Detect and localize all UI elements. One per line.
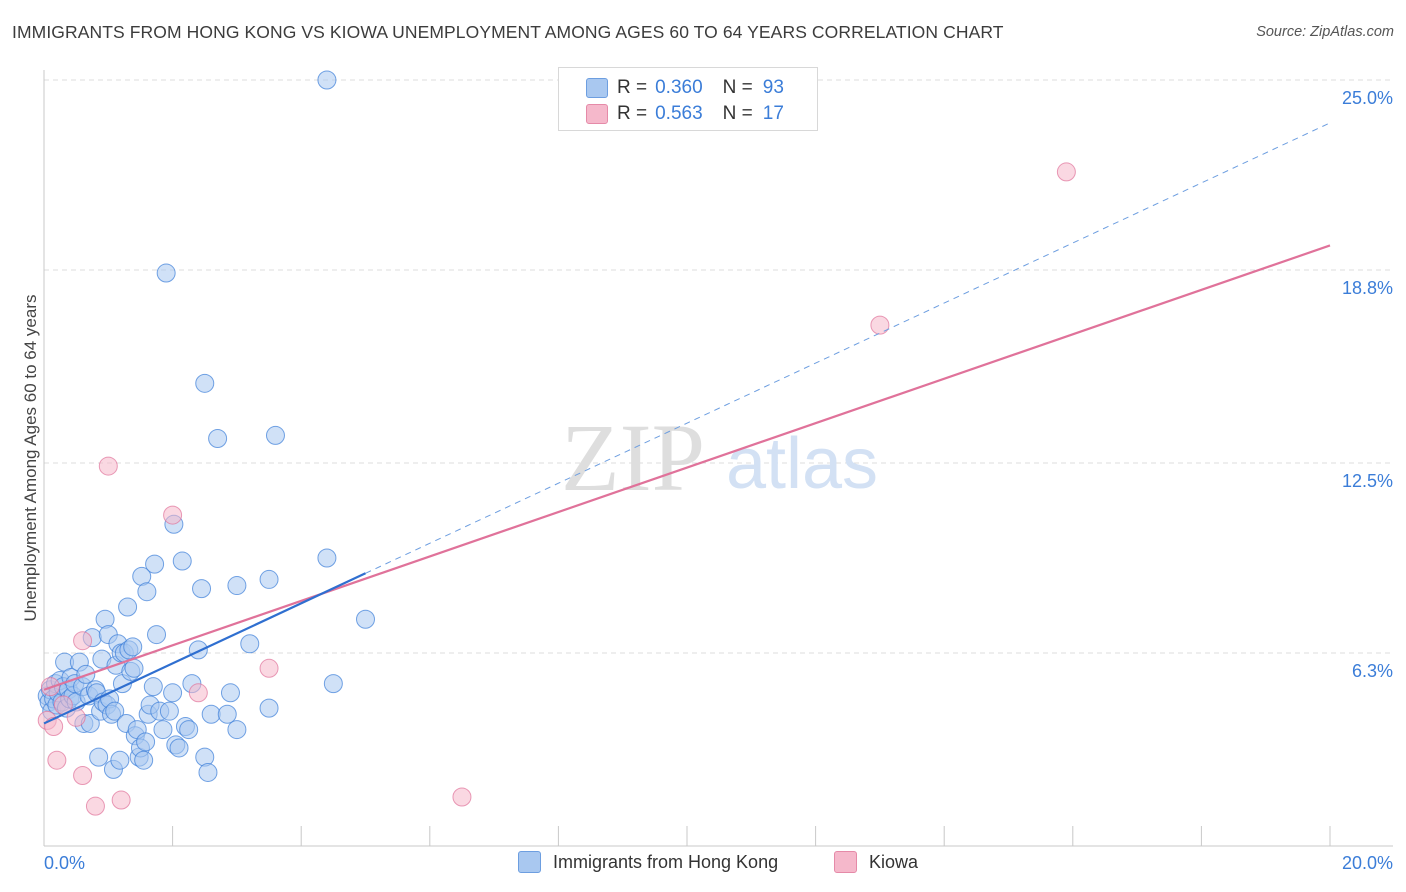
y-tick-label: 18.8% [1342,278,1393,298]
trend-line-hong-kong [43,572,366,725]
point-hong-kong [198,762,218,782]
legend-n-label: N = [722,77,753,98]
legend-swatch-blue [586,78,608,98]
point-kiowa [73,631,93,651]
watermark: ZIP atlas [561,404,878,511]
point-hong-kong [201,704,221,724]
point-kiowa [452,787,472,807]
legend-row-hong-kong: R = 0.360 N = 93 [586,76,784,100]
point-hong-kong [208,428,228,448]
chart-title: IMMIGRANTS FROM HONG KONG VS KIOWA UNEMP… [12,22,1004,42]
legend-n-label: N = [722,103,753,124]
point-hong-kong [124,658,144,678]
correlation-legend: R = 0.360 N = 93 R = 0.563 N = 17 [558,67,818,131]
legend-r-value: 0.360 [655,77,703,98]
legend-n-value: 93 [762,77,784,98]
point-hong-kong [227,576,247,596]
watermark-atlas: atlas [726,424,878,504]
point-kiowa [870,315,890,335]
point-hong-kong [172,551,192,571]
legend-r-label: R = [617,77,648,98]
point-kiowa [259,658,279,678]
point-hong-kong [95,609,115,629]
point-kiowa [44,717,64,737]
point-hong-kong [188,640,208,660]
legend-r-value: 0.563 [655,103,703,124]
legend-swatch-pink [834,851,857,873]
point-hong-kong [259,569,279,589]
legend-r-label: R = [617,103,648,124]
trend-line-hong-kong-extension [365,122,1331,574]
point-hong-kong [220,683,240,703]
gridlines [44,79,1393,654]
point-kiowa [73,766,93,786]
point-hong-kong [317,70,337,90]
point-kiowa [1056,162,1076,182]
series-kiowa-points [37,162,1076,816]
series-legend: Immigrants from Hong Kong Kiowa [0,851,1406,877]
legend-item-label: Immigrants from Hong Kong [553,851,779,872]
point-kiowa [111,790,131,810]
legend-item-kiowa[interactable]: Kiowa [834,851,918,873]
legend-n-value: 17 [762,103,784,124]
y-tick-label: 12.5% [1342,471,1393,491]
trend-line-kiowa [43,244,1331,691]
point-hong-kong [136,732,156,752]
x-tick-label-max: 20.0% [1342,853,1393,873]
point-hong-kong [123,637,143,657]
point-hong-kong [317,548,337,568]
trend-lines [43,122,1331,725]
y-axis-label: Unemployment Among Ages 60 to 64 years [21,295,40,622]
point-hong-kong [163,683,183,703]
legend-swatch-pink [586,104,608,124]
point-hong-kong [323,674,343,694]
legend-item-hong-kong[interactable]: Immigrants from Hong Kong [518,851,778,873]
point-hong-kong [227,720,247,740]
point-hong-kong [217,704,237,724]
source-label: Source: ZipAtlas.com [1256,24,1394,40]
watermark-zip: ZIP [561,404,705,511]
legend-row-kiowa: R = 0.563 N = 17 [586,102,784,126]
point-hong-kong [195,747,215,767]
point-hong-kong [240,634,260,654]
point-hong-kong [143,677,163,697]
point-hong-kong [153,720,173,740]
point-hong-kong [179,720,199,740]
point-hong-kong [259,698,279,718]
point-hong-kong [156,263,176,283]
point-hong-kong [356,609,375,629]
point-kiowa [163,505,183,525]
y-tick-labels: 6.3% 12.5% 18.8% 25.0% [1342,88,1393,681]
point-kiowa [85,796,105,816]
y-tick-label: 25.0% [1342,88,1393,108]
point-kiowa [188,683,208,703]
point-kiowa [98,456,118,476]
point-hong-kong [147,625,167,645]
point-hong-kong [192,579,212,599]
point-hong-kong [159,701,179,721]
point-hong-kong [145,554,165,574]
point-kiowa [47,750,67,770]
point-hong-kong [134,750,154,770]
point-hong-kong [118,597,138,617]
point-hong-kong [89,747,109,767]
point-hong-kong [110,750,130,770]
y-tick-label: 6.3% [1352,661,1393,681]
legend-item-label: Kiowa [869,851,919,872]
point-hong-kong [265,425,285,445]
point-hong-kong [169,738,189,758]
point-hong-kong [105,701,125,721]
point-hong-kong [137,582,157,602]
point-hong-kong [195,373,215,393]
x-tick-label-min: 0.0% [44,853,85,873]
legend-swatch-blue [518,851,541,873]
